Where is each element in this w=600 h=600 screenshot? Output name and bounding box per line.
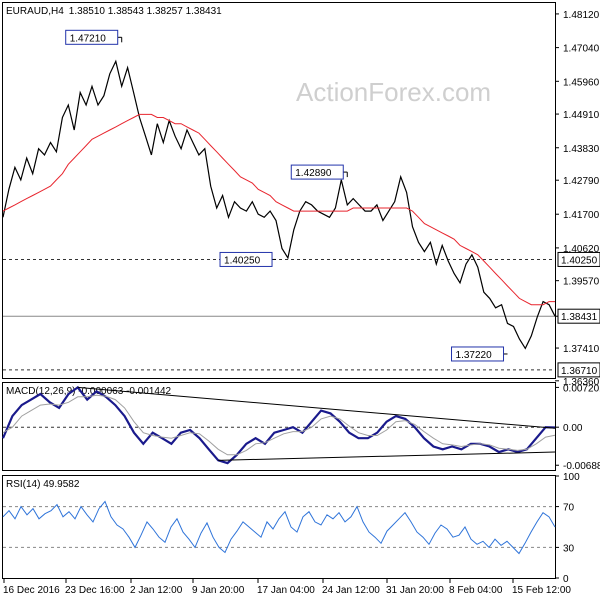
rsi-series — [2, 500, 556, 555]
rsi-title: RSI(14) 49.9582 — [6, 479, 80, 490]
level-flag-box — [557, 362, 600, 378]
level-flag: 1.40250 — [557, 251, 600, 267]
chart-header: EURAUD,H4 1.38510 1.38543 1.38257 1.38431 — [6, 6, 222, 17]
price-panel-frame — [2, 2, 556, 379]
macd-trendline — [77, 386, 556, 429]
price-annotations: 1.47210 1.40250 1.42890 1.37220 — [65, 29, 508, 362]
macd-signal-line — [2, 394, 556, 456]
price-tick-label: 1.37410 — [563, 344, 600, 355]
rsi-tick-label: 0 — [563, 574, 569, 585]
macd-panel-frame — [2, 382, 556, 471]
rsi-tick-label: 100 — [563, 472, 580, 483]
macd-title: MACD(12,26,9) -0.000063 -0.001442 — [6, 386, 172, 397]
level-flag-label: 1.36710 — [561, 366, 598, 377]
time-tick-label: 31 Jan 20:00 — [386, 585, 444, 596]
level-flag-box — [557, 251, 600, 267]
moving-average-line — [2, 113, 555, 306]
annotation-label: 1.42890 — [295, 168, 332, 179]
annotation-box — [290, 164, 344, 180]
price-series — [2, 59, 556, 350]
price-levels — [3, 258, 555, 371]
rsi-tick-label: 30 — [563, 543, 575, 554]
time-tick-label: 15 Feb 12:00 — [512, 585, 571, 596]
time-tick-label: 16 Dec 2016 — [3, 585, 60, 596]
price-tick-label: 1.39570 — [563, 277, 600, 288]
time-tick-label: 9 Jan 20:00 — [192, 585, 245, 596]
annotation-box — [65, 29, 119, 45]
time-tick-label: 17 Jan 04:00 — [257, 585, 315, 596]
macd-axis: 0.007201 0.00 -0.006888 — [555, 383, 600, 472]
rsi-tick-label: 70 — [563, 503, 575, 514]
price-tick-label: 1.45960 — [563, 77, 600, 88]
watermark: ActionForex.com — [296, 77, 491, 107]
rsi-panel-frame — [2, 475, 556, 579]
price-tick-label: 1.36360 — [563, 377, 600, 388]
time-tick-label: 2 Jan 12:00 — [130, 585, 183, 596]
macd-tick-label: 0.00 — [563, 423, 583, 434]
time-axis: 16 Dec 2016 23 Dec 16:00 2 Jan 12:00 9 Jan … — [3, 578, 571, 596]
level-flag: 1.38431 — [557, 308, 600, 324]
rsi-axis: 100 70 30 0 — [555, 472, 580, 585]
annotation-label: 1.37220 — [456, 350, 493, 361]
annotation-box — [451, 346, 505, 362]
macd-tick-label: 0.007201 — [563, 383, 600, 394]
symbol-label: EURAUD,H4 — [6, 6, 64, 17]
level-flag-label: 1.40250 — [561, 255, 598, 266]
price-tick-label: 1.42790 — [563, 176, 600, 187]
macd-tick-label: -0.006888 — [563, 461, 600, 472]
annotation-box — [219, 251, 273, 267]
time-tick-label: 23 Dec 16:00 — [65, 585, 125, 596]
ohlc-readout: 1.38510 1.38543 1.38257 1.38431 — [69, 6, 222, 17]
price-tick-label: 1.47040 — [563, 44, 600, 55]
macd-series — [1, 385, 556, 465]
time-tick-label: 24 Jan 12:00 — [322, 585, 380, 596]
price-tick-label: 1.40620 — [563, 244, 600, 255]
level-flag: 1.36710 — [557, 362, 600, 378]
annotation-label: 1.40250 — [224, 255, 261, 266]
price-axis: 1.48120 1.47040 1.45960 1.44910 1.43830 1.427… — [555, 10, 600, 388]
price-tick-label: 1.44910 — [563, 110, 600, 121]
price-line — [2, 59, 556, 350]
price-tick-label: 1.41700 — [563, 210, 600, 221]
price-tick-label: 1.43830 — [563, 144, 600, 155]
annotation-label: 1.47210 — [70, 33, 107, 44]
time-tick-label: 8 Feb 04:00 — [449, 585, 503, 596]
macd-trendline — [218, 451, 556, 461]
price-tick-label: 1.48120 — [563, 10, 600, 21]
level-flag-box — [557, 308, 600, 324]
macd-line — [1, 385, 556, 465]
level-flag-label: 1.38431 — [561, 312, 598, 323]
rsi-line — [2, 500, 556, 555]
